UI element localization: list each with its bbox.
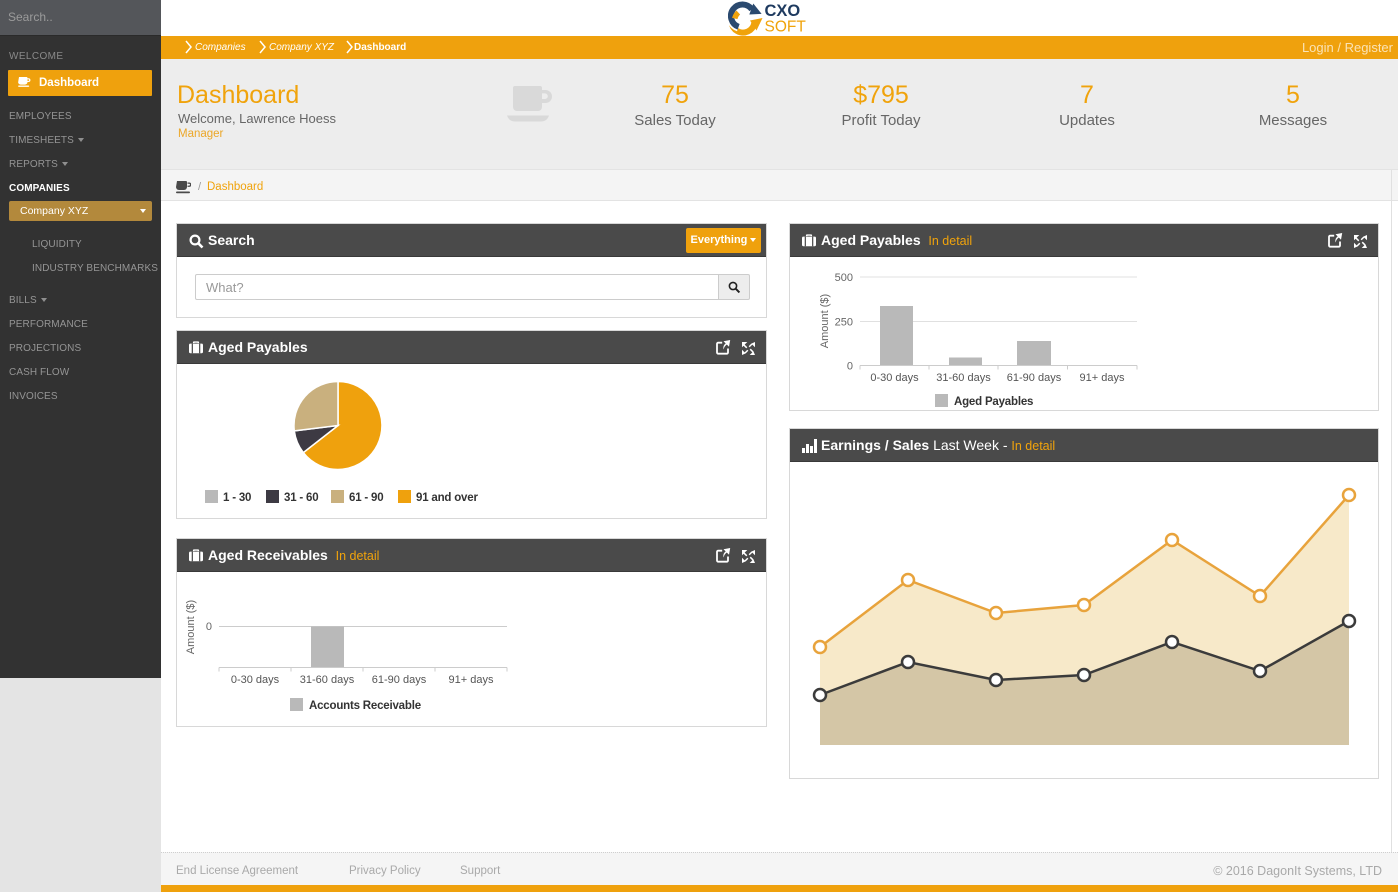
svg-text:31 - 60: 31 - 60 <box>284 492 318 504</box>
svg-text:1 - 30: 1 - 30 <box>223 492 251 504</box>
svg-text:91+ days: 91+ days <box>449 674 494 686</box>
svg-text:31-60 days: 31-60 days <box>300 674 355 686</box>
svg-text:91 and over: 91 and over <box>416 492 478 504</box>
svg-text:0: 0 <box>206 621 212 633</box>
svg-text:61-90 days: 61-90 days <box>372 674 427 686</box>
svg-text:500: 500 <box>835 272 853 284</box>
svg-text:SOFT: SOFT <box>765 19 807 36</box>
svg-text:CXO: CXO <box>765 2 801 20</box>
svg-text:Accounts Receivable: Accounts Receivable <box>309 700 421 712</box>
svg-text:250: 250 <box>835 317 853 329</box>
svg-text:Aged Payables: Aged Payables <box>954 396 1033 408</box>
svg-text:91+ days: 91+ days <box>1080 372 1125 384</box>
svg-text:31-60 days: 31-60 days <box>936 372 991 384</box>
svg-text:Amount ($): Amount ($) <box>185 600 197 654</box>
svg-text:61 - 90: 61 - 90 <box>349 492 383 504</box>
svg-text:0-30 days: 0-30 days <box>870 372 919 384</box>
svg-text:Amount ($): Amount ($) <box>819 294 831 348</box>
svg-text:61-90 days: 61-90 days <box>1007 372 1062 384</box>
svg-text:0-30 days: 0-30 days <box>231 674 280 686</box>
svg-text:0: 0 <box>847 361 853 373</box>
